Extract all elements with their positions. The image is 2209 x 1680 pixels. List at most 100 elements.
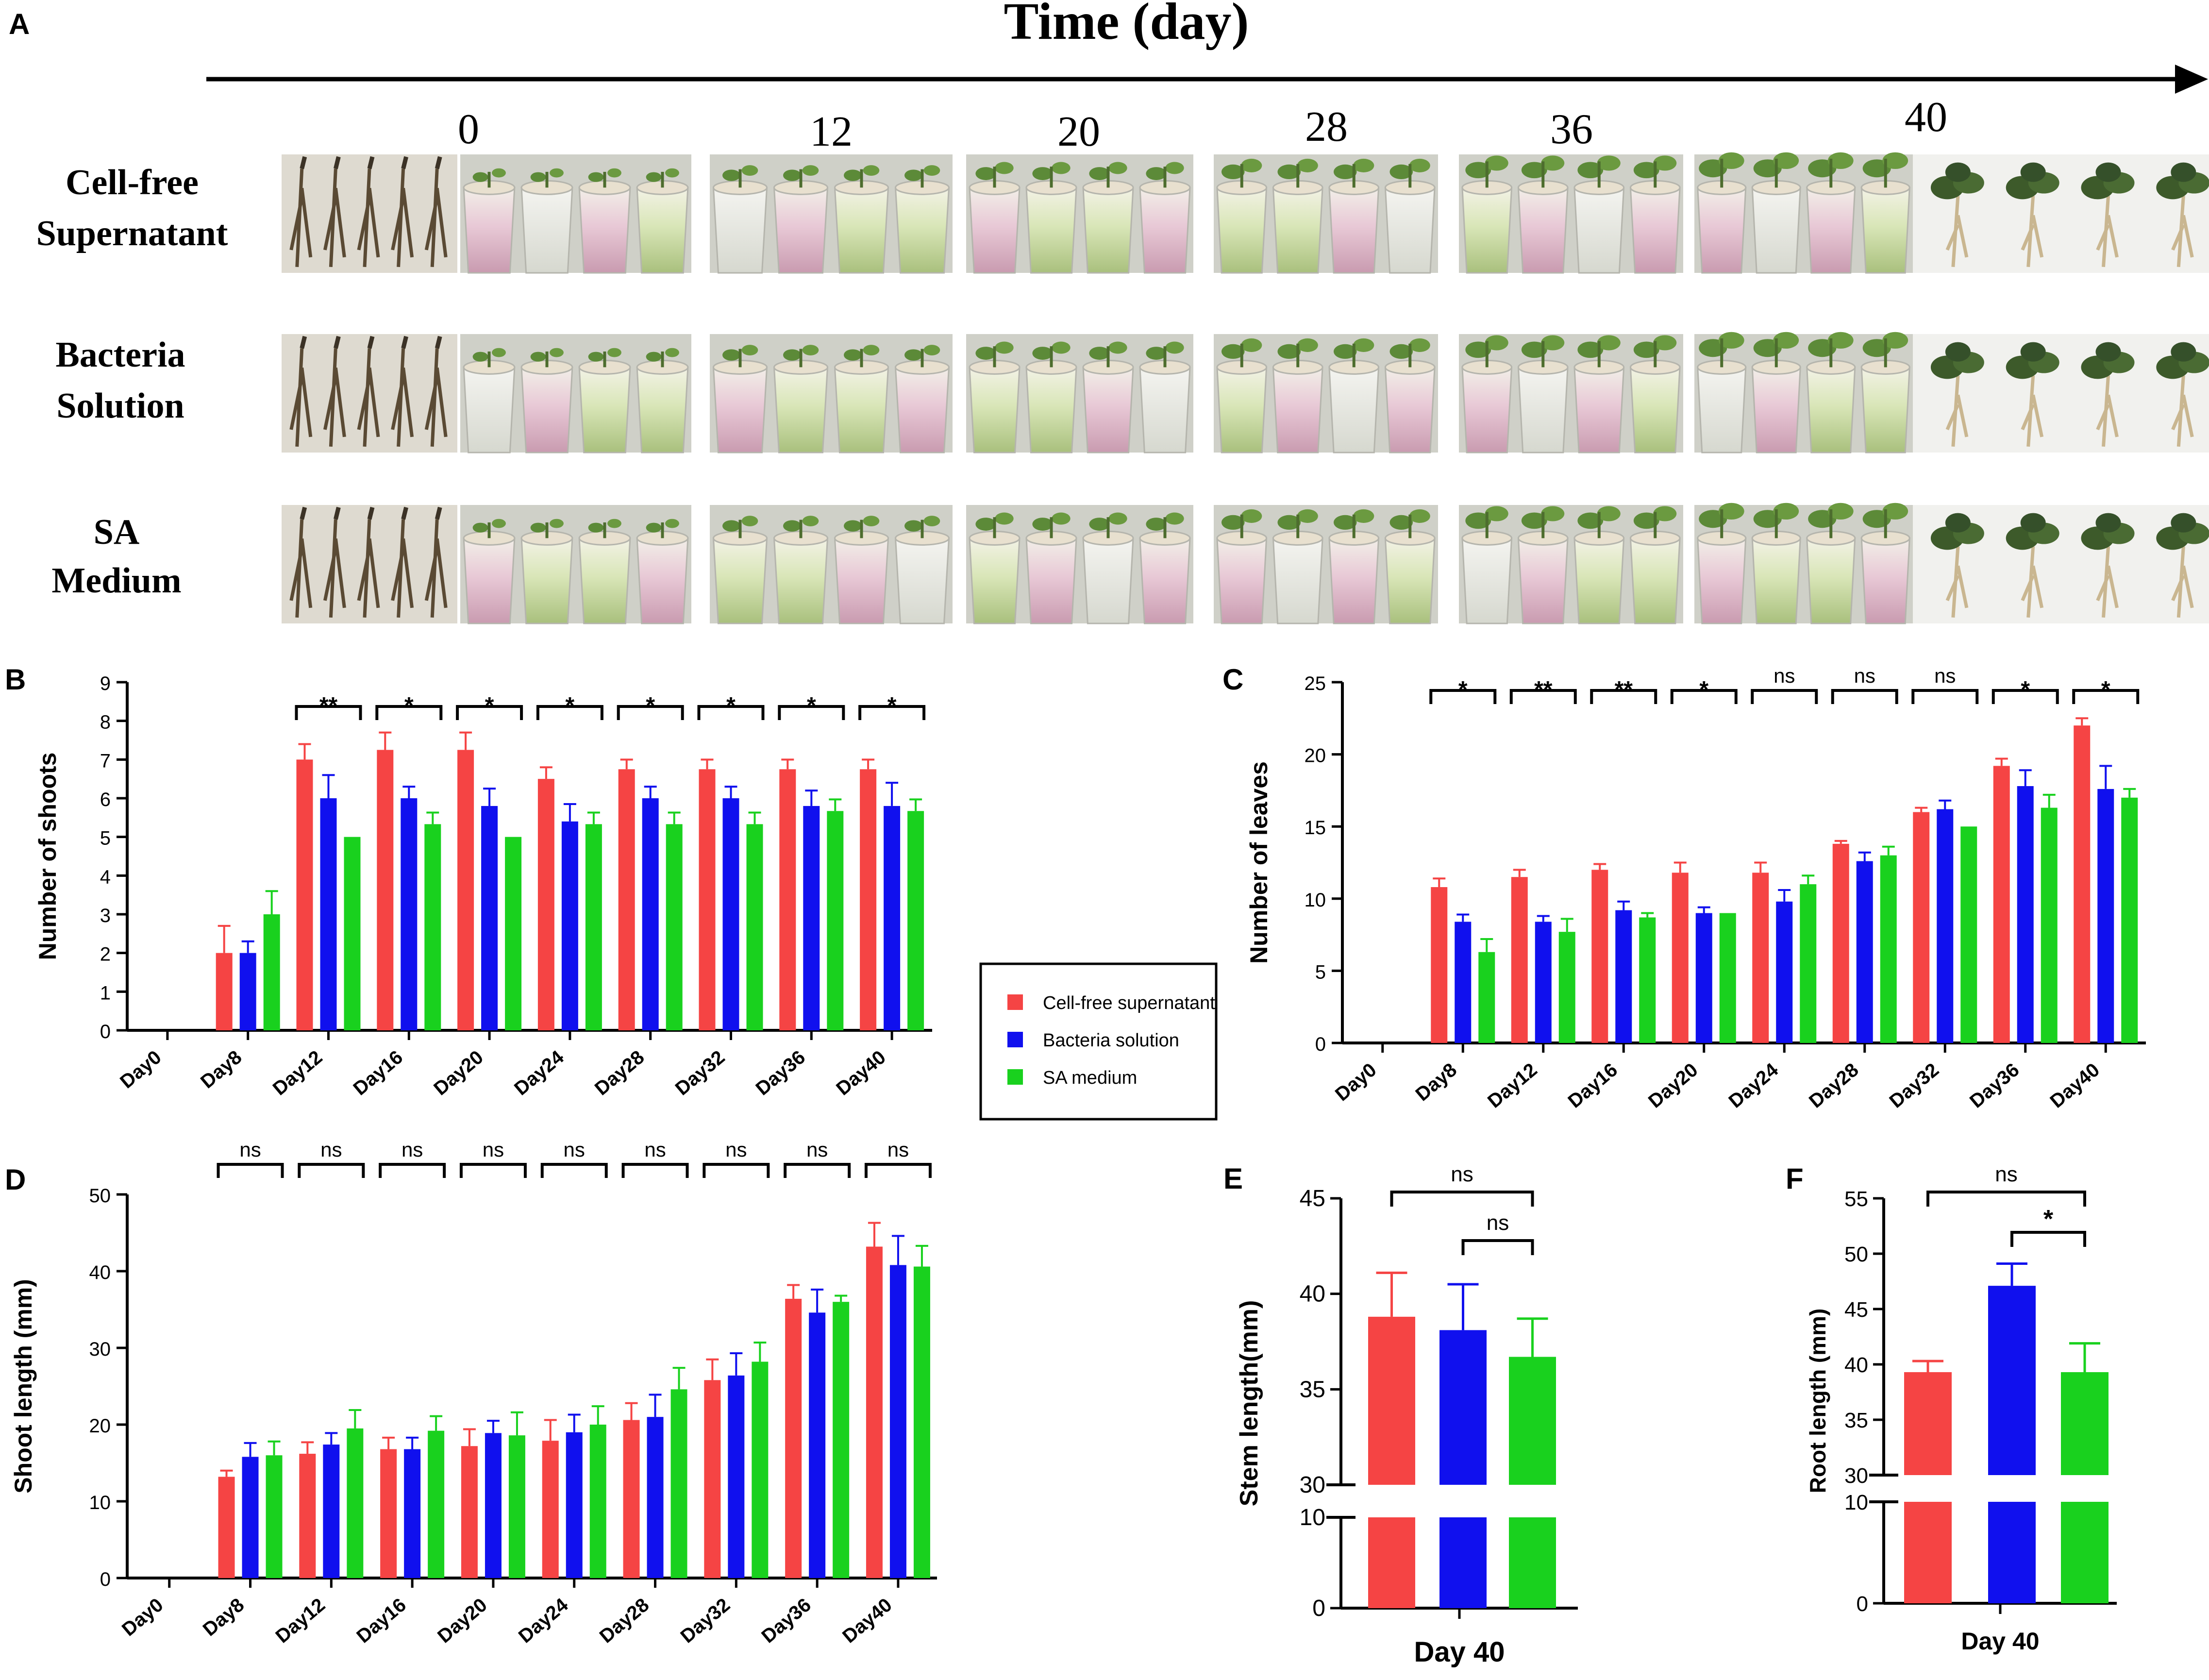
photo-row3-col1	[282, 505, 457, 623]
seedling-leaf	[1089, 518, 1110, 531]
y-tick-label-20: 20	[89, 1415, 111, 1437]
seedling-leaf	[665, 168, 679, 178]
pot-cup	[1573, 366, 1625, 454]
y-tick-label-7: 7	[100, 750, 111, 772]
pot-cup	[712, 186, 768, 274]
seedling-root	[2021, 375, 2044, 447]
x-tick-label-day40: Day40	[832, 1046, 890, 1099]
day-label-12: 12	[810, 108, 853, 155]
significance-bracket	[379, 1163, 446, 1178]
significance-label-day20: ns	[483, 1138, 504, 1161]
x-tick-label-day24: Day24	[1724, 1059, 1782, 1112]
panel-b-shoots-chart: B 0 1 2 3 4 5 6 7 8 9 Number of shoots Day0 Day8 Day12…	[5, 663, 932, 1100]
pot-cup	[1806, 537, 1856, 624]
row-label-bacteria-1: Bacteria	[55, 335, 185, 375]
bar-day36-series2	[2017, 786, 2034, 1043]
pot-cup	[578, 186, 631, 274]
seedling-leaf	[1146, 518, 1167, 531]
bar-day20-series3	[508, 1435, 525, 1578]
seedling-leaf	[783, 169, 801, 181]
pot-cup	[1461, 366, 1513, 454]
significance-bracket	[456, 705, 523, 720]
significance-bracket	[536, 705, 603, 720]
significance-bracket	[1926, 1191, 2086, 1207]
legend-label-sa: SA medium	[1043, 1068, 1137, 1088]
bar-day28-series3	[666, 824, 683, 1030]
significance-bracket	[617, 705, 684, 720]
y-tick-label-6: 6	[100, 789, 111, 810]
legend-label-cell-free: Cell-free supernatant	[1043, 993, 1215, 1013]
seedling-leaf	[783, 349, 801, 361]
pot-cup	[834, 366, 889, 454]
bar-day32-series1	[699, 769, 716, 1030]
seedling-root	[2021, 546, 2044, 618]
seedling-leaf	[1146, 347, 1167, 360]
panel-e-letter: E	[1223, 1162, 1243, 1195]
pot-cup	[1860, 186, 1910, 274]
significance-bracket	[1390, 1191, 1534, 1207]
pot-cup	[1573, 537, 1625, 624]
seedling-leaf	[904, 349, 922, 361]
seedling-leaf	[904, 520, 922, 532]
significance-label-day36: *	[807, 693, 816, 719]
pot-cup	[894, 537, 950, 624]
seedling-leaf	[1945, 162, 1971, 182]
x-tick-label-day8: Day8	[197, 1046, 246, 1092]
seedling-root	[2096, 546, 2119, 618]
seedling-leaf	[588, 522, 604, 533]
row-label-sa-2: Medium	[51, 561, 181, 601]
bar-day12-series2	[1535, 922, 1552, 1043]
seedling-leaf	[1718, 503, 1744, 520]
photo-row1-col5	[1214, 154, 1438, 274]
seedling-leaf	[492, 348, 506, 357]
seedling-root	[323, 348, 346, 447]
y-tick-label-4: 4	[100, 866, 111, 888]
seedling-leaf	[607, 168, 621, 178]
seedling-leaf	[1945, 513, 1971, 533]
bar-day24-series3	[589, 1425, 606, 1578]
significance-label-day8: *	[1458, 677, 1468, 703]
seedling-leaf	[646, 352, 662, 362]
pot-cup	[1517, 366, 1569, 454]
seedling-leaf	[1773, 503, 1799, 520]
seedling-leaf	[1108, 162, 1127, 174]
seedling-leaf	[1221, 164, 1245, 180]
pot-cup	[636, 186, 689, 274]
x-tick-label-day24: Day24	[515, 1594, 572, 1647]
y-tick-label-45: 45	[1300, 1186, 1325, 1211]
significance-bracket	[621, 1163, 689, 1178]
photo-row2-col7	[1694, 332, 1913, 454]
x-axis-label: Day 40	[1414, 1636, 1505, 1668]
bar-day24-series2	[561, 821, 578, 1030]
y-tick-label-40: 40	[89, 1262, 111, 1283]
seedling-leaf	[1032, 347, 1053, 360]
x-tick-label-day32: Day32	[671, 1046, 729, 1099]
seedling-root	[424, 519, 448, 618]
x-tick-label-day32: Day32	[1885, 1059, 1943, 1112]
significance-bracket	[2072, 689, 2140, 704]
seedling-leaf	[1597, 506, 1621, 521]
seedling-leaf	[1353, 158, 1374, 172]
y-tick-label-2: 2	[100, 944, 111, 965]
significance-bracket	[375, 705, 443, 720]
pot-cup	[1328, 366, 1380, 454]
bar-lower-series3	[1509, 1517, 1556, 1608]
pot-cup	[1139, 366, 1191, 454]
bar-day32-series2	[1937, 809, 1954, 1043]
bar-lower-series1	[1368, 1517, 1415, 1608]
bar-lower-series2	[1439, 1517, 1487, 1608]
pot-cup	[1384, 537, 1436, 624]
seedling-leaf	[1333, 164, 1357, 180]
bar-day20-series1	[461, 1446, 478, 1578]
bar-lower-series3	[2061, 1502, 2109, 1603]
seedling-leaf	[1577, 341, 1604, 358]
panel-d-letter: D	[5, 1163, 26, 1196]
bar-day24-series1	[537, 779, 554, 1030]
seedling-stem	[367, 336, 375, 349]
photo-row3-col7	[1694, 503, 1913, 624]
y-tick-label-5: 5	[100, 828, 111, 849]
seedling-root	[2096, 375, 2119, 447]
significance-label-day16: **	[1615, 677, 1633, 703]
y-tick-label-5: 5	[1315, 961, 1326, 983]
